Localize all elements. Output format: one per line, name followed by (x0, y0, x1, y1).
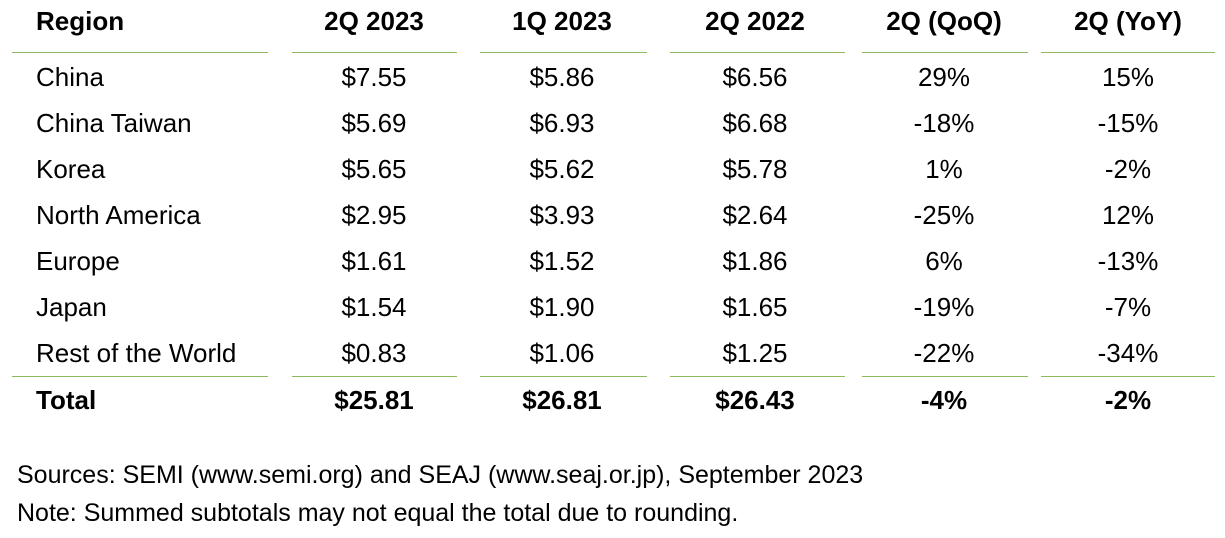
value-cell: $1.52 (529, 246, 595, 276)
table-row: China Taiwan $5.69 $6.93 $6.68 -18% -15% (0, 100, 1225, 146)
change-cell: -19% (913, 292, 975, 322)
total-change: -2% (1104, 385, 1152, 415)
divider (292, 52, 457, 53)
divider (292, 376, 457, 377)
value-cell: $2.64 (722, 200, 788, 230)
region-cell: Japan (36, 292, 107, 322)
change-cell: -2% (1104, 154, 1152, 184)
value-cell: $5.69 (341, 108, 407, 138)
divider (670, 52, 845, 53)
value-cell: $1.90 (529, 292, 595, 322)
rounding-note: Note: Summed subtotals may not equal the… (17, 499, 739, 527)
table-row: Europe $1.61 $1.52 $1.86 6% -13% (0, 238, 1225, 284)
value-cell: $5.86 (529, 62, 595, 92)
change-cell: -7% (1104, 292, 1152, 322)
change-cell: -25% (913, 200, 975, 230)
table-total-row: Total $25.81 $26.81 $26.43 -4% -2% (0, 377, 1225, 423)
region-cell: Rest of the World (36, 338, 237, 368)
change-cell: -15% (1097, 108, 1159, 138)
value-cell: $1.25 (722, 338, 788, 368)
column-header: 1Q 2023 (512, 6, 612, 36)
value-cell: $1.06 (529, 338, 595, 368)
change-cell: 6% (925, 246, 963, 276)
total-value: $26.43 (715, 385, 795, 415)
change-cell: -13% (1097, 246, 1159, 276)
total-label: Total (36, 385, 97, 415)
value-cell: $6.56 (722, 62, 788, 92)
divider (862, 376, 1028, 377)
divider (12, 376, 268, 377)
sources-note: Sources: SEMI (www.semi.org) and SEAJ (w… (17, 461, 864, 489)
change-cell: 15% (1101, 62, 1155, 92)
value-cell: $1.61 (341, 246, 407, 276)
value-cell: $5.65 (341, 154, 407, 184)
table-row: North America $2.95 $3.93 $2.64 -25% 12% (0, 192, 1225, 238)
value-cell: $2.95 (341, 200, 407, 230)
divider (670, 376, 845, 377)
change-cell: -18% (913, 108, 975, 138)
footnotes: Sources: SEMI (www.semi.org) and SEAJ (w… (17, 456, 863, 532)
table-row: Korea $5.65 $5.62 $5.78 1% -2% (0, 146, 1225, 192)
value-cell: $6.93 (529, 108, 595, 138)
column-header: 2Q (QoQ) (886, 6, 1002, 36)
value-cell: $3.93 (529, 200, 595, 230)
table-row: Rest of the World $0.83 $1.06 $1.25 -22%… (0, 330, 1225, 376)
total-value: $25.81 (334, 385, 414, 415)
region-cell: Europe (36, 246, 120, 276)
table-header-row: Region 2Q 2023 1Q 2023 2Q 2022 2Q (QoQ) … (0, 0, 1225, 44)
value-cell: $7.55 (341, 62, 407, 92)
column-header: 2Q (YoY) (1074, 6, 1182, 36)
divider (12, 52, 268, 53)
region-cell: North America (36, 200, 201, 230)
divider (480, 52, 647, 53)
value-cell: $5.62 (529, 154, 595, 184)
value-cell: $1.65 (722, 292, 788, 322)
table-row: Japan $1.54 $1.90 $1.65 -19% -7% (0, 284, 1225, 330)
region-cell: China (36, 62, 104, 92)
value-cell: $6.68 (722, 108, 788, 138)
column-header: 2Q 2023 (324, 6, 424, 36)
change-cell: 1% (925, 154, 963, 184)
total-value: $26.81 (522, 385, 602, 415)
value-cell: $1.86 (722, 246, 788, 276)
change-cell: 12% (1101, 200, 1155, 230)
total-change: -4% (920, 385, 968, 415)
change-cell: -22% (913, 338, 975, 368)
change-cell: 29% (917, 62, 971, 92)
divider (862, 52, 1028, 53)
region-cell: China Taiwan (36, 108, 192, 138)
value-cell: $5.78 (722, 154, 788, 184)
column-header: 2Q 2022 (705, 6, 805, 36)
column-header: Region (36, 6, 125, 36)
change-cell: -34% (1097, 338, 1159, 368)
region-cell: Korea (36, 154, 106, 184)
table-row: China $7.55 $5.86 $6.56 29% 15% (0, 54, 1225, 100)
value-cell: $1.54 (341, 292, 407, 322)
value-cell: $0.83 (341, 338, 407, 368)
divider (480, 376, 647, 377)
divider (1041, 376, 1215, 377)
divider (1041, 52, 1215, 53)
